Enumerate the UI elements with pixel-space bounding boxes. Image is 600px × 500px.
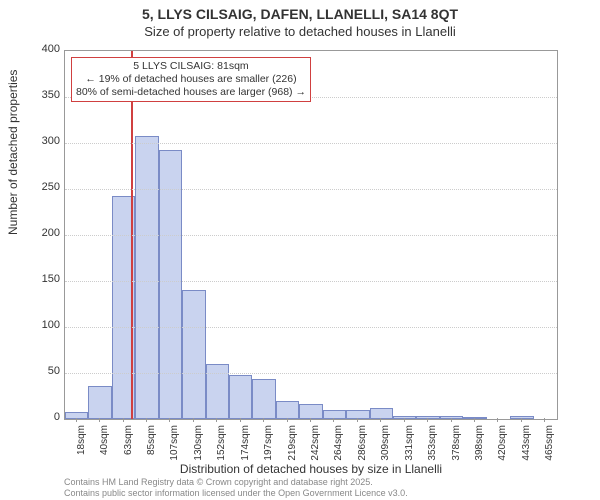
histogram-bar: [346, 410, 369, 419]
annotation-box: 5 LLYS CILSAIG: 81sqm ← 19% of detached …: [71, 57, 311, 102]
xtick-mark: [451, 418, 452, 422]
xtick-mark: [216, 418, 217, 422]
xtick-label: 40sqm: [99, 425, 110, 465]
credits-line-1: Contains HM Land Registry data © Crown c…: [64, 477, 408, 487]
histogram-bar: [159, 150, 182, 419]
ytick-label: 100: [20, 319, 60, 331]
xtick-mark: [123, 418, 124, 422]
histogram-bar: [65, 412, 88, 419]
xtick-label: 465sqm: [544, 425, 555, 465]
title-main: 5, LLYS CILSAIG, DAFEN, LLANELLI, SA14 8…: [0, 6, 600, 24]
histogram-bar: [299, 404, 322, 419]
title-block: 5, LLYS CILSAIG, DAFEN, LLANELLI, SA14 8…: [0, 0, 600, 40]
gridline: [65, 373, 557, 374]
gridline: [65, 189, 557, 190]
xtick-label: 85sqm: [146, 425, 157, 465]
xtick-label: 107sqm: [169, 425, 180, 465]
xtick-label: 174sqm: [240, 425, 251, 465]
ytick-label: 250: [20, 181, 60, 193]
xtick-mark: [380, 418, 381, 422]
annotation-line-0: 5 LLYS CILSAIG: 81sqm: [76, 60, 306, 73]
ytick-label: 200: [20, 227, 60, 239]
xtick-mark: [240, 418, 241, 422]
annotation-line-1: ← 19% of detached houses are smaller (22…: [76, 73, 306, 86]
plot-area: 5 LLYS CILSAIG: 81sqm ← 19% of detached …: [64, 50, 558, 420]
ytick-label: 0: [20, 411, 60, 423]
ytick-label: 300: [20, 135, 60, 147]
xtick-label: 309sqm: [380, 425, 391, 465]
xtick-label: 378sqm: [451, 425, 462, 465]
gridline: [65, 235, 557, 236]
xtick-mark: [146, 418, 147, 422]
histogram-bar: [393, 416, 416, 419]
xtick-mark: [76, 418, 77, 422]
xtick-label: 18sqm: [76, 425, 87, 465]
gridline: [65, 143, 557, 144]
xtick-mark: [474, 418, 475, 422]
histogram-bar: [182, 290, 205, 419]
ytick-label: 350: [20, 89, 60, 101]
xtick-mark: [497, 418, 498, 422]
xtick-label: 219sqm: [287, 425, 298, 465]
xtick-label: 353sqm: [427, 425, 438, 465]
histogram-bar: [510, 416, 533, 419]
xtick-label: 152sqm: [216, 425, 227, 465]
histogram-bar: [252, 379, 275, 419]
xtick-mark: [544, 418, 545, 422]
credits: Contains HM Land Registry data © Crown c…: [64, 477, 408, 498]
histogram-bar: [88, 386, 111, 419]
xtick-label: 286sqm: [357, 425, 368, 465]
histogram-bar: [276, 401, 299, 419]
xtick-label: 242sqm: [310, 425, 321, 465]
xtick-mark: [169, 418, 170, 422]
gridline: [65, 327, 557, 328]
xtick-label: 398sqm: [474, 425, 485, 465]
xtick-mark: [99, 418, 100, 422]
xtick-label: 331sqm: [404, 425, 415, 465]
xtick-label: 197sqm: [263, 425, 274, 465]
xtick-mark: [357, 418, 358, 422]
xtick-label: 420sqm: [497, 425, 508, 465]
chart-container: 5, LLYS CILSAIG, DAFEN, LLANELLI, SA14 8…: [0, 0, 600, 500]
xtick-mark: [333, 418, 334, 422]
annotation-line-2: 80% of semi-detached houses are larger (…: [76, 86, 306, 99]
xtick-label: 443sqm: [521, 425, 532, 465]
histogram-bar: [135, 136, 158, 419]
credits-line-2: Contains public sector information licen…: [64, 488, 408, 498]
xtick-mark: [404, 418, 405, 422]
y-axis-label: Number of detached properties: [6, 70, 20, 235]
xtick-mark: [310, 418, 311, 422]
gridline: [65, 281, 557, 282]
ytick-label: 50: [20, 365, 60, 377]
title-sub: Size of property relative to detached ho…: [0, 24, 600, 40]
ytick-label: 150: [20, 273, 60, 285]
xtick-mark: [263, 418, 264, 422]
ytick-label: 400: [20, 43, 60, 55]
xtick-label: 63sqm: [123, 425, 134, 465]
xtick-label: 264sqm: [333, 425, 344, 465]
xtick-mark: [427, 418, 428, 422]
xtick-label: 130sqm: [193, 425, 204, 465]
xtick-mark: [193, 418, 194, 422]
histogram-bar: [229, 375, 252, 419]
xtick-mark: [287, 418, 288, 422]
xtick-mark: [521, 418, 522, 422]
